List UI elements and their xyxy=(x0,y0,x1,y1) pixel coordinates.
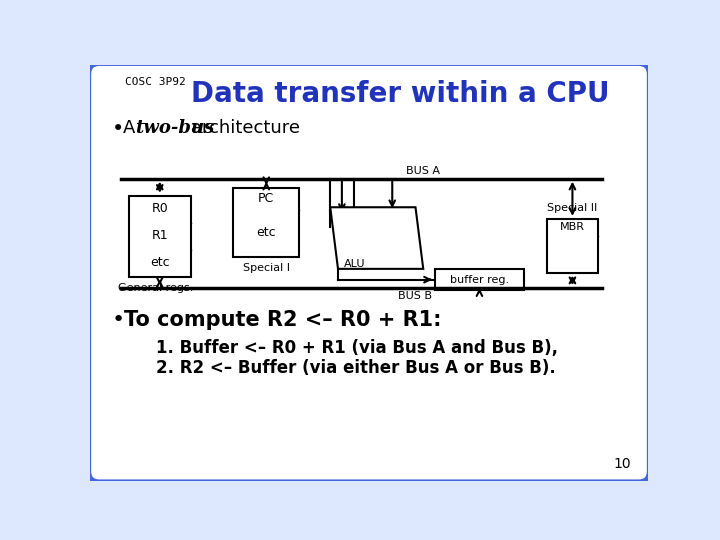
Text: MBR: MBR xyxy=(560,222,585,232)
Polygon shape xyxy=(330,207,423,269)
Text: Special II: Special II xyxy=(547,202,598,213)
Text: Special I: Special I xyxy=(243,264,290,273)
Text: etc: etc xyxy=(256,226,276,239)
Bar xyxy=(233,188,300,257)
FancyBboxPatch shape xyxy=(120,74,215,94)
Text: R1: R1 xyxy=(151,230,168,242)
Text: To compute R2 <– R0 + R1:: To compute R2 <– R0 + R1: xyxy=(124,309,441,329)
Bar xyxy=(435,269,524,291)
Text: R0: R0 xyxy=(151,202,168,215)
Text: 1. Buffer <– R0 + R1 (via Bus A and Bus B),: 1. Buffer <– R0 + R1 (via Bus A and Bus … xyxy=(156,339,558,357)
Text: etc: etc xyxy=(150,256,170,269)
Text: buffer reg.: buffer reg. xyxy=(450,275,509,285)
Text: General regs.: General regs. xyxy=(118,283,194,293)
Text: A: A xyxy=(122,119,140,137)
Text: architecture: architecture xyxy=(184,119,300,137)
Text: BUS B: BUS B xyxy=(398,291,433,301)
Text: two-bus: two-bus xyxy=(135,119,215,137)
Text: 10: 10 xyxy=(613,457,631,471)
Text: Data transfer within a CPU: Data transfer within a CPU xyxy=(191,80,609,108)
Text: PC: PC xyxy=(258,192,274,205)
Text: 2. R2 <– Buffer (via either Bus A or Bus B).: 2. R2 <– Buffer (via either Bus A or Bus… xyxy=(156,359,556,377)
Text: COSC 3P92: COSC 3P92 xyxy=(125,77,186,87)
Bar xyxy=(129,195,191,276)
Bar xyxy=(547,219,598,273)
Text: •: • xyxy=(112,309,125,329)
FancyBboxPatch shape xyxy=(88,63,650,483)
Text: BUS A: BUS A xyxy=(406,166,440,176)
Text: •: • xyxy=(112,119,124,139)
Text: ALU: ALU xyxy=(344,259,366,269)
